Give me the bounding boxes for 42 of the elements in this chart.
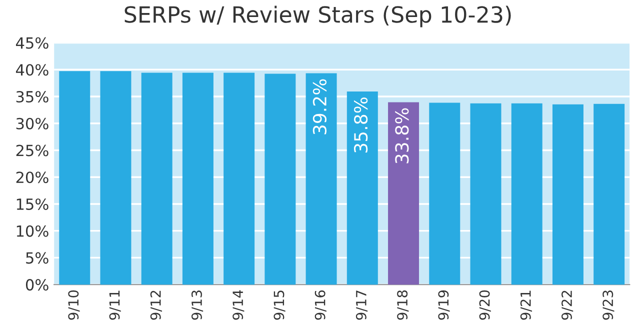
y-tick-label: 15% (16, 198, 48, 210)
x-tick-label: 9/18 (397, 290, 409, 320)
bar (141, 72, 172, 285)
bar (59, 71, 90, 285)
y-tick-label: 20% (16, 172, 48, 184)
x-tick-label: 9/16 (314, 290, 326, 320)
x-tick-label: 9/15 (274, 290, 286, 320)
x-tick-label: 9/12 (150, 290, 162, 320)
data-label: 39.2% (312, 79, 327, 134)
bar (346, 92, 378, 285)
x-tick-label: 9/21 (520, 290, 532, 320)
bar (100, 71, 132, 285)
bar (224, 72, 255, 285)
data-label: 33.8% (395, 108, 409, 164)
data-label: 35.8% (354, 98, 368, 152)
bar (264, 74, 296, 285)
y-tick-label: 0% (26, 279, 48, 291)
y-tick-label: 35% (16, 90, 48, 103)
y-tick-label: 10% (16, 225, 48, 237)
x-tick-label: 9/11 (109, 290, 121, 320)
x-tick-label: 9/19 (438, 290, 450, 320)
bar (470, 103, 502, 285)
x-tick-label: 9/17 (356, 290, 368, 320)
x-tick-label: 9/10 (68, 290, 80, 320)
x-tick-label: 9/13 (191, 290, 204, 320)
x-tick-label: 9/22 (561, 290, 574, 320)
bar (182, 72, 214, 285)
y-tick-label: 45% (16, 37, 48, 49)
x-tick-label: 9/20 (479, 290, 491, 320)
bar (429, 102, 460, 285)
y-tick-label: 25% (16, 144, 48, 156)
bar (552, 104, 584, 285)
y-tick-label: 5% (26, 252, 48, 264)
bar (511, 103, 542, 285)
bar (388, 102, 420, 285)
bar (306, 73, 337, 285)
bar (594, 104, 625, 285)
chart-title: SERPs w/ Review Stars (Sep 10-23) (124, 6, 511, 28)
y-tick-label: 40% (16, 64, 48, 76)
x-tick-label: 9/14 (232, 290, 244, 320)
x-tick-label: 9/23 (602, 290, 614, 320)
y-tick-label: 30% (16, 118, 48, 130)
